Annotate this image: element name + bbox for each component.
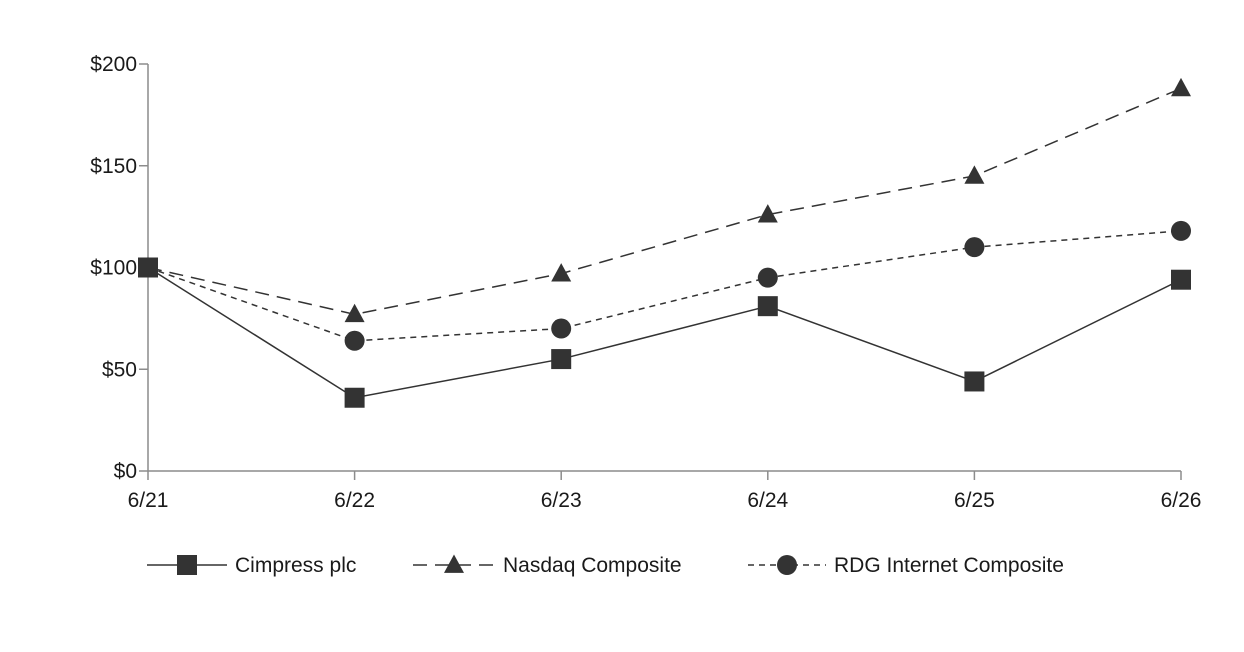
- data-point-circle: [551, 318, 572, 339]
- legend-label: Nasdaq Composite: [503, 554, 682, 577]
- data-point-square: [964, 371, 985, 392]
- data-point-triangle: [1171, 77, 1191, 97]
- y-tick-label: $100: [90, 257, 137, 280]
- legend: Cimpress plc Nasdaq Composite RDG Internet…: [147, 554, 1064, 577]
- series-markers: [138, 77, 1191, 408]
- data-point-triangle: [344, 303, 365, 323]
- y-tick-label: $200: [90, 53, 137, 76]
- data-point-square: [757, 296, 778, 317]
- series-line-2: [147, 230, 1182, 342]
- series-lines: [147, 87, 1182, 399]
- y-tick-label: $0: [114, 460, 137, 483]
- x-tick-label: 6/22: [334, 489, 375, 512]
- x-tick-label: 6/21: [128, 489, 169, 512]
- x-tick-label: 6/25: [954, 489, 995, 512]
- data-point-triangle: [757, 204, 778, 223]
- x-tick-label: 6/23: [541, 489, 582, 512]
- legend-label: RDG Internet Composite: [834, 554, 1064, 577]
- data-point-circle: [757, 267, 778, 288]
- y-tick-label: $50: [102, 358, 137, 381]
- legend-marker-square: [177, 555, 197, 575]
- data-point-triangle: [551, 263, 572, 282]
- data-point-square: [551, 349, 572, 370]
- axes: $0 $50 $100 $150 $200 6/21 6/22 6/23 6/24 6/25 6/2…: [90, 53, 1201, 512]
- legend-label: Cimpress plc: [235, 554, 356, 577]
- data-point-circle: [1171, 220, 1191, 241]
- data-point-circle: [344, 330, 365, 351]
- x-tick-label: 6/24: [747, 489, 788, 512]
- legend-marker-circle: [777, 555, 797, 575]
- series-line-0: [147, 266, 1182, 399]
- y-tick-label: $150: [90, 155, 137, 178]
- series-line-1: [147, 87, 1182, 316]
- legend-marker-triangle: [444, 554, 464, 573]
- data-point-triangle: [964, 165, 985, 184]
- data-point-square: [138, 257, 158, 278]
- x-tick-label: 6/26: [1161, 489, 1202, 512]
- data-point-square: [344, 387, 365, 408]
- data-point-circle: [964, 237, 985, 258]
- data-point-square: [1171, 269, 1191, 290]
